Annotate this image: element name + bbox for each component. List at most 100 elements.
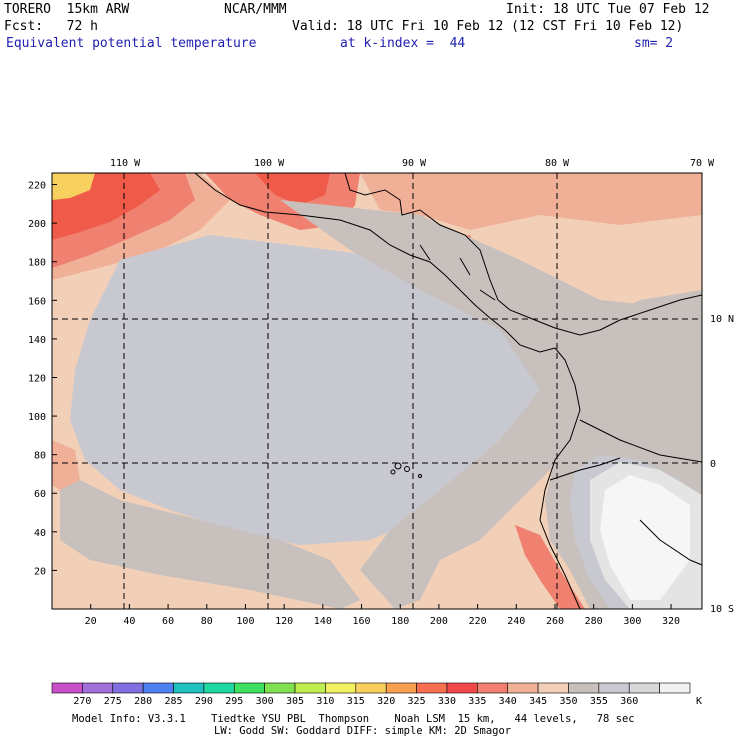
- galapagos-islands-3: [390, 469, 396, 475]
- lat-label-10s: 10 S: [710, 604, 734, 615]
- colorbar-label: 360: [620, 696, 638, 707]
- colorbar-swatch: [537, 682, 569, 694]
- colorbar-swatch: [112, 682, 144, 694]
- x-tick-label: 240: [507, 616, 525, 627]
- init-time: Init: 18 UTC Tue 07 Feb 12: [506, 2, 710, 17]
- lon-label-70w: 70 W: [690, 158, 715, 169]
- valid-time: Valid: 18 UTC Fri 10 Feb 12 (12 CST Fri …: [292, 19, 684, 34]
- model-name: TORERO 15km ARW: [4, 2, 130, 17]
- y-tick-label: 80: [34, 451, 46, 462]
- lon-label-90w: 90 W: [402, 158, 427, 169]
- colorbar-label: 310: [316, 696, 334, 707]
- coastline-caribbean: [344, 172, 601, 336]
- yellow-region-northwest: [52, 173, 95, 200]
- x-tick-label: 200: [430, 616, 448, 627]
- colorbar-swatch: [325, 682, 357, 694]
- x-tick-label: 180: [391, 616, 409, 627]
- x-tick-label: 20: [85, 616, 97, 627]
- x-tick-label: 260: [546, 616, 564, 627]
- galapagos-islands-2: [404, 466, 410, 472]
- colorbar-swatch: [82, 682, 114, 694]
- border-brazil: [639, 519, 703, 566]
- coastline-south-america: [539, 347, 581, 610]
- theta-e-field: [52, 173, 702, 609]
- lon-label-100w: 100 W: [254, 158, 285, 169]
- level-info: at k-index = 44: [340, 36, 466, 51]
- colorbar-swatch: [203, 682, 235, 694]
- colorbar-label: 270: [73, 696, 91, 707]
- colorbar-label: 280: [134, 696, 152, 707]
- colorbar-label: 295: [225, 696, 243, 707]
- colorbar-label: 330: [438, 696, 456, 707]
- x-axis: 20 40 60 80 100 120 140 160 180 200 220 240 260 280 30…: [85, 604, 680, 627]
- colorbar-label: 355: [590, 696, 608, 707]
- colorbar-swatch: [294, 682, 326, 694]
- lat-label-0: 0: [710, 459, 716, 470]
- coastline-mexico: [194, 172, 556, 353]
- x-tick-label: 140: [314, 616, 332, 627]
- colorbar-label: 350: [559, 696, 577, 707]
- warm-band-peru: [515, 525, 585, 609]
- colorbar-swatch: [598, 682, 630, 694]
- x-tick-label: 40: [123, 616, 135, 627]
- border-ecuador-peru: [549, 457, 621, 481]
- graticule: [52, 173, 702, 609]
- colorbar-swatch: [477, 682, 509, 694]
- colorbar-swatch: [173, 682, 205, 694]
- colorbar-label: 315: [347, 696, 365, 707]
- colorbar-unit: K: [696, 696, 702, 707]
- field-name: Equivalent potential temperature: [6, 36, 257, 51]
- physics-info-line: LW: Godd SW: Goddard DIFF: simple KM: 2D…: [214, 725, 512, 737]
- y-tick-label: 100: [28, 412, 46, 423]
- x-tick-label: 60: [162, 616, 174, 627]
- colorbar-swatch: [568, 682, 600, 694]
- colorbar-swatch: [355, 682, 387, 694]
- colorbar-swatch: [51, 682, 83, 694]
- colorbar-swatch: [416, 682, 448, 694]
- x-tick-label: 220: [469, 616, 487, 627]
- y-tick-label: 200: [28, 219, 46, 230]
- colorbar-swatch: [264, 682, 296, 694]
- smoothing-info: sm= 2: [634, 36, 674, 51]
- lon-label-110w: 110 W: [110, 158, 141, 169]
- y-tick-label: 140: [28, 335, 46, 346]
- border-colombia: [579, 419, 703, 463]
- coastlines: [194, 172, 703, 610]
- colorbar-label: 345: [529, 696, 547, 707]
- y-axis: 220 200 180 160 140 120 100 80 60 40 20: [28, 181, 57, 577]
- x-tick-label: 160: [352, 616, 370, 627]
- lat-label-10n: 10 N: [710, 314, 734, 325]
- colorbar-swatch: [659, 682, 691, 694]
- colorbar-label: 300: [256, 696, 274, 707]
- colorbar-swatch: [507, 682, 539, 694]
- high-terrain-white: [600, 475, 690, 600]
- hotter-region-mexico: [255, 173, 330, 205]
- center-name: NCAR/MMM: [224, 2, 287, 17]
- x-tick-label: 280: [585, 616, 603, 627]
- galapagos-islands-4: [418, 474, 422, 478]
- galapagos-islands: [394, 462, 402, 470]
- x-tick-label: 100: [236, 616, 254, 627]
- colorbar-label: 340: [499, 696, 517, 707]
- lon-label-80w: 80 W: [545, 158, 570, 169]
- warm-region-caribbean: [360, 173, 702, 230]
- colorbar-label: 275: [104, 696, 122, 707]
- y-tick-label: 60: [34, 489, 46, 500]
- y-tick-label: 40: [34, 528, 46, 539]
- y-tick-label: 160: [28, 296, 46, 307]
- colorbar-label: 335: [468, 696, 486, 707]
- border-central-america: [419, 244, 496, 301]
- cool-region-greybrown: [280, 200, 702, 609]
- forecast-hour: Fcst: 72 h: [4, 19, 98, 34]
- cool-region-southwest: [60, 470, 360, 609]
- y-tick-label: 20: [34, 566, 46, 577]
- colorbar-swatch: [233, 682, 265, 694]
- y-tick-label: 180: [28, 258, 46, 269]
- colorbar-label: 320: [377, 696, 395, 707]
- colorbar: 270 275 280 285 290 295 300 305 310 315 320 325 330 3…: [51, 682, 691, 707]
- colorbar-label: 325: [408, 696, 426, 707]
- colorbar-swatch: [142, 682, 174, 694]
- x-tick-label: 80: [201, 616, 213, 627]
- colorbar-label: 290: [195, 696, 213, 707]
